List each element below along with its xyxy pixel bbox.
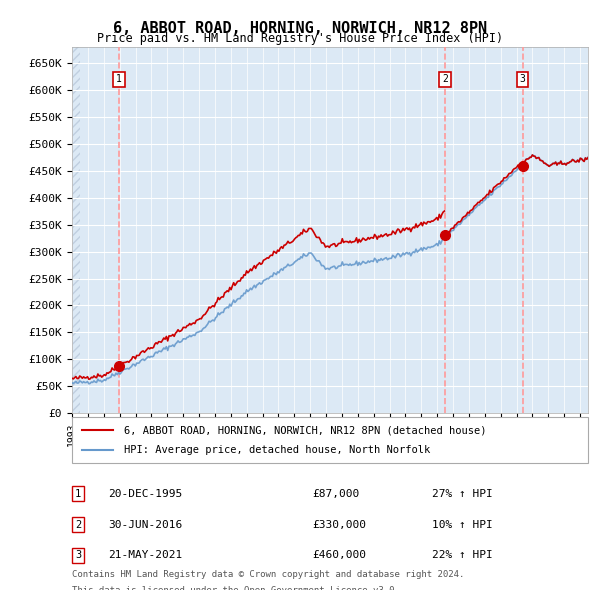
Text: 6, ABBOT ROAD, HORNING, NORWICH, NR12 8PN: 6, ABBOT ROAD, HORNING, NORWICH, NR12 8P… (113, 21, 487, 35)
Text: 3: 3 (75, 550, 81, 560)
Text: Price paid vs. HM Land Registry's House Price Index (HPI): Price paid vs. HM Land Registry's House … (97, 32, 503, 45)
Text: 6, ABBOT ROAD, HORNING, NORWICH, NR12 8PN (detached house): 6, ABBOT ROAD, HORNING, NORWICH, NR12 8P… (124, 425, 486, 435)
Text: This data is licensed under the Open Government Licence v3.0.: This data is licensed under the Open Gov… (72, 586, 400, 590)
Bar (72, 47, 80, 413)
Text: 20-DEC-1995: 20-DEC-1995 (108, 489, 182, 499)
Text: 22% ↑ HPI: 22% ↑ HPI (432, 550, 493, 560)
Text: HPI: Average price, detached house, North Norfolk: HPI: Average price, detached house, Nort… (124, 445, 430, 455)
Text: 30-JUN-2016: 30-JUN-2016 (108, 520, 182, 529)
Text: 27% ↑ HPI: 27% ↑ HPI (432, 489, 493, 499)
Text: £460,000: £460,000 (312, 550, 366, 560)
Text: £87,000: £87,000 (312, 489, 359, 499)
Text: 1: 1 (75, 489, 81, 499)
Text: 3: 3 (520, 74, 526, 84)
FancyBboxPatch shape (72, 417, 588, 463)
Text: £330,000: £330,000 (312, 520, 366, 529)
Text: 1: 1 (116, 74, 122, 84)
Text: 10% ↑ HPI: 10% ↑ HPI (432, 520, 493, 529)
Text: 21-MAY-2021: 21-MAY-2021 (108, 550, 182, 560)
Text: 2: 2 (75, 520, 81, 529)
Text: Contains HM Land Registry data © Crown copyright and database right 2024.: Contains HM Land Registry data © Crown c… (72, 570, 464, 579)
Text: 2: 2 (442, 74, 448, 84)
